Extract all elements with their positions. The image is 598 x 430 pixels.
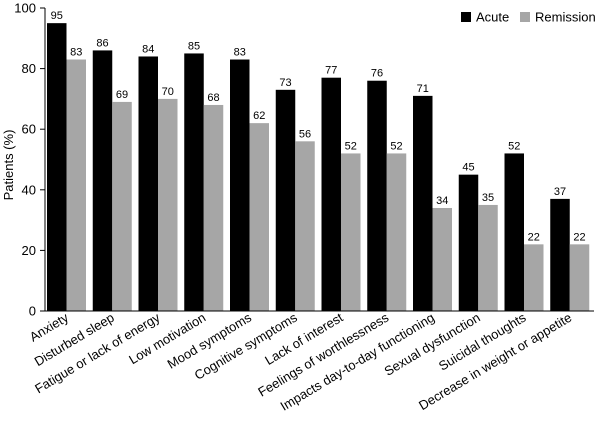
legend-label-acute: Acute [476, 10, 509, 25]
bar-remission [478, 204, 498, 311]
y-tick-label: 0 [29, 304, 36, 319]
bar-acute [184, 53, 204, 311]
data-label: 22 [573, 231, 585, 243]
bar-remission [203, 104, 224, 312]
bar-acute [504, 153, 524, 311]
data-label: 83 [70, 47, 82, 59]
value-labels: 95 83 86 69 84 70 85 68 83 62 73 56 77 52 76 52 71 34 45 35… [51, 10, 586, 243]
y-tick-label: 100 [14, 1, 36, 16]
legend-label-remission: Remission [535, 10, 596, 25]
data-label: 52 [390, 140, 402, 152]
bars [47, 23, 590, 312]
data-label: 71 [417, 83, 429, 95]
bar-remission [112, 101, 132, 312]
bar-remission [569, 244, 590, 311]
y-axis: 0 20 40 60 80 100 [14, 1, 46, 319]
data-label: 84 [142, 43, 154, 55]
bar-acute [92, 50, 113, 312]
bar-remission [158, 98, 178, 312]
bar-remission [66, 59, 86, 312]
data-label: 35 [482, 192, 494, 204]
bar-acute [550, 198, 570, 311]
y-tick-label: 80 [22, 61, 36, 76]
data-label: 85 [188, 40, 200, 52]
bar-remission [341, 153, 361, 311]
bar-remission [432, 207, 452, 311]
bar-remission [295, 141, 315, 311]
legend-swatch-acute [461, 12, 471, 22]
y-tick-label: 40 [22, 182, 36, 197]
bar-remission [524, 244, 544, 311]
bar-acute [367, 80, 387, 311]
data-label: 56 [299, 128, 311, 140]
data-label: 37 [554, 186, 566, 198]
bar-acute [47, 23, 67, 312]
legend-swatch-remission [520, 12, 530, 22]
data-label: 34 [436, 195, 448, 207]
bar-remission [249, 123, 269, 311]
bar-acute [275, 89, 296, 311]
data-label: 52 [508, 140, 520, 152]
data-label: 69 [116, 89, 128, 101]
data-label: 45 [462, 162, 474, 174]
data-label: 70 [162, 86, 174, 98]
data-label: 62 [253, 110, 265, 122]
y-tick-label: 20 [22, 243, 36, 258]
y-tick-label: 60 [22, 122, 36, 137]
bar-acute [138, 56, 158, 312]
legend: Acute Remission [461, 10, 596, 25]
bar-remission [386, 153, 407, 311]
data-label: 86 [96, 37, 108, 49]
data-label: 22 [528, 231, 540, 243]
bar-acute [458, 174, 479, 311]
data-label: 52 [345, 140, 357, 152]
y-axis-title: Patients (%) [1, 130, 16, 201]
data-label: 68 [207, 92, 219, 104]
data-label: 83 [234, 47, 246, 59]
data-label: 76 [371, 68, 383, 80]
data-label: 77 [325, 65, 337, 77]
data-label: 95 [51, 10, 63, 22]
bar-acute [230, 59, 250, 312]
bar-acute [321, 77, 341, 311]
bar-acute [413, 95, 433, 312]
data-label: 73 [279, 77, 291, 89]
